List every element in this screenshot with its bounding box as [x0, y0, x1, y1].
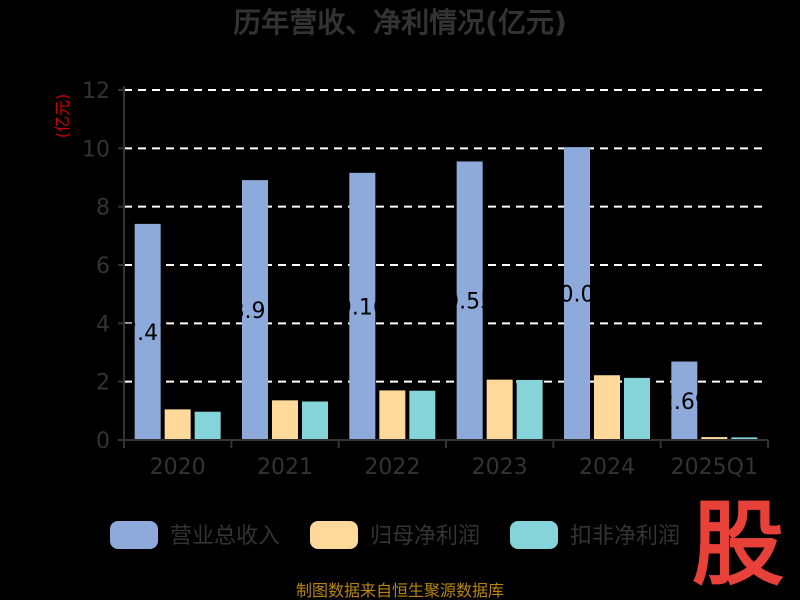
y-tick-label: 10 — [82, 137, 110, 162]
legend-label: 归母净利润 — [370, 524, 480, 549]
data-label: 2.69 — [660, 390, 709, 415]
y-axis-unit-label: (亿元) — [53, 94, 72, 139]
legend-item[interactable]: 营业总收入 — [110, 521, 280, 549]
legend-label: 营业总收入 — [170, 524, 280, 549]
legend-label: 扣非净利润 — [570, 524, 680, 549]
y-tick-label: 2 — [96, 371, 110, 396]
y-axis-ticks: 0 2 4 6 8 10 12 — [82, 79, 124, 454]
legend[interactable]: 营业总收入 归母净利润 扣非净利润 — [110, 521, 680, 549]
bar[interactable] — [302, 401, 328, 441]
bar[interactable] — [456, 161, 483, 441]
data-source-note: 制图数据来自恒生聚源数据库 — [296, 581, 504, 600]
y-tick-label: 6 — [96, 254, 110, 279]
x-tick-label: 2024 — [579, 455, 635, 480]
bar[interactable] — [164, 409, 191, 440]
data-label: 8.91 — [231, 299, 280, 324]
data-labels: 7.41 8.91 9.16 9.55 10.04 2.69 — [123, 283, 709, 415]
x-tick-label: 2020 — [150, 455, 206, 480]
x-tick-label: 2022 — [364, 455, 420, 480]
legend-swatch — [510, 521, 558, 549]
y-tick-label: 4 — [96, 312, 110, 337]
data-label: 9.16 — [338, 295, 387, 320]
bar[interactable] — [624, 377, 650, 440]
bar[interactable] — [516, 379, 543, 440]
data-label: 10.04 — [546, 283, 609, 308]
bar[interactable] — [194, 411, 221, 440]
x-tick-label: 2023 — [472, 455, 528, 480]
bar[interactable] — [486, 379, 513, 440]
bar[interactable] — [379, 390, 406, 440]
legend-swatch — [310, 521, 358, 549]
legend-item[interactable]: 扣非净利润 — [510, 521, 680, 549]
bar[interactable] — [242, 180, 268, 440]
legend-swatch — [110, 521, 158, 549]
chart-title: 历年营收、净利情况(亿元) — [233, 6, 567, 39]
y-tick-label: 12 — [82, 79, 110, 104]
bar[interactable] — [134, 223, 161, 440]
bar[interactable] — [701, 437, 728, 440]
bar[interactable] — [349, 172, 376, 441]
bar[interactable] — [409, 390, 436, 440]
brand-logo: 股 — [692, 491, 784, 598]
y-tick-label: 0 — [96, 429, 110, 454]
bar[interactable] — [272, 400, 298, 440]
bar[interactable] — [671, 361, 698, 440]
bar[interactable] — [731, 437, 758, 440]
y-tick-label: 8 — [96, 196, 110, 221]
grid-lines — [124, 89, 768, 383]
legend-item[interactable]: 归母净利润 — [310, 521, 480, 549]
bar[interactable] — [594, 375, 620, 440]
bar-series — [134, 147, 758, 441]
x-axis: 2020 2021 2022 2023 2024 2025Q1 — [123, 86, 769, 480]
x-tick-label: 2021 — [257, 455, 313, 480]
data-label: 9.55 — [445, 290, 494, 315]
bar[interactable] — [564, 147, 590, 440]
data-label: 7.41 — [123, 321, 172, 346]
x-tick-label: 2025Q1 — [671, 455, 758, 480]
